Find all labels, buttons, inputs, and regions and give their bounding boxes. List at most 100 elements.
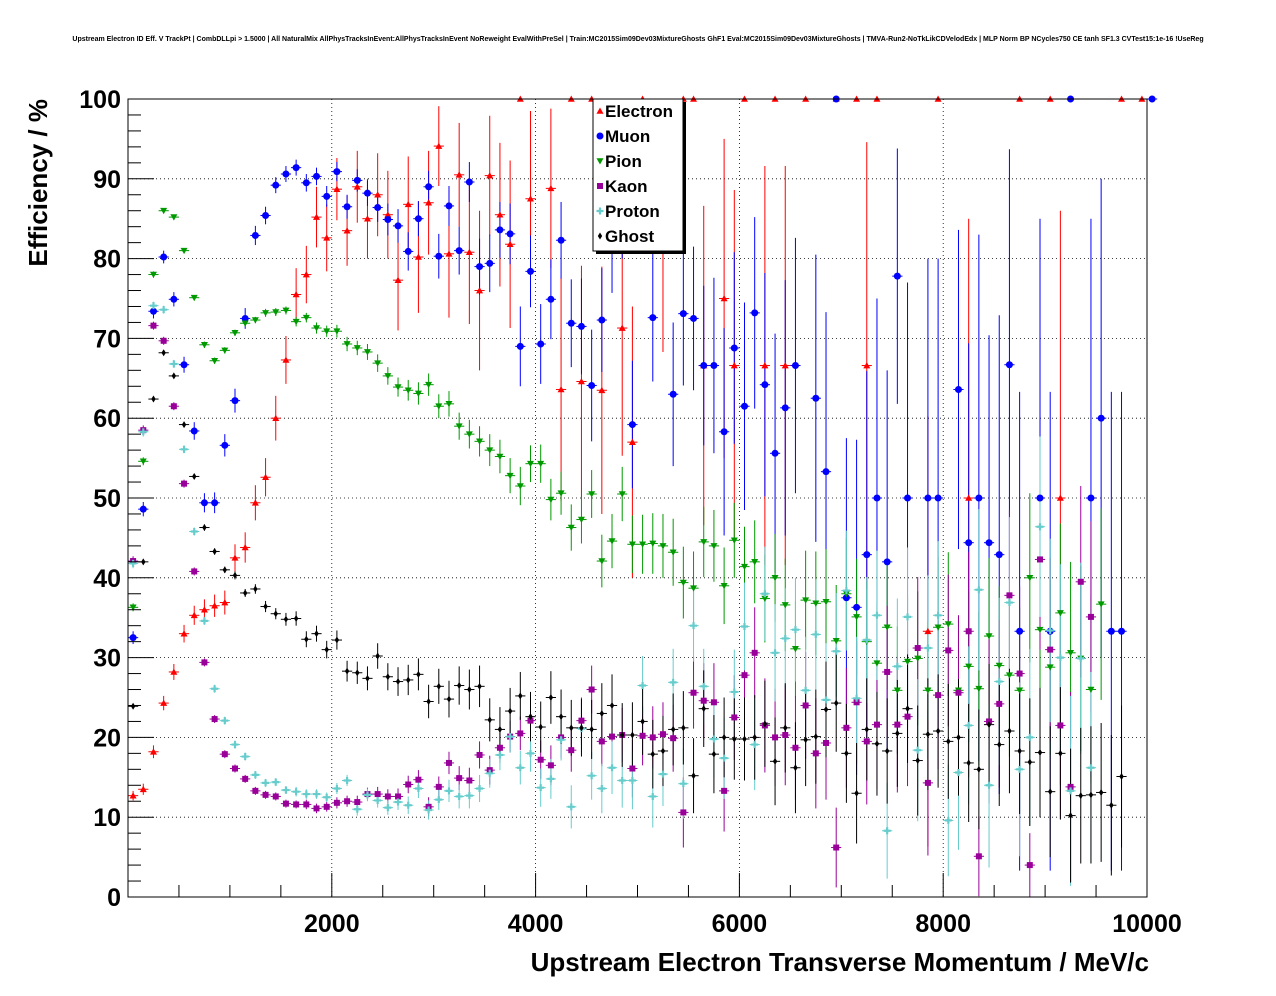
electron-point <box>262 473 270 481</box>
proton-point <box>628 776 636 784</box>
proton-point <box>547 775 555 783</box>
muon-point <box>975 494 983 502</box>
ghost-point <box>507 707 513 715</box>
electron-point <box>404 200 412 208</box>
muon-point <box>241 314 249 322</box>
proton-point <box>924 644 932 652</box>
ghost-point <box>986 721 992 729</box>
proton-point <box>425 806 433 814</box>
ghost-point <box>1037 749 1043 757</box>
kaon-point <box>853 699 860 706</box>
proton-point <box>679 780 687 788</box>
proton-point <box>690 622 698 630</box>
ghost-point <box>1027 758 1033 766</box>
muon-point <box>455 247 463 255</box>
kaon-point <box>1047 646 1054 653</box>
kaon-point <box>996 700 1003 707</box>
muon-point <box>211 499 219 507</box>
ghost-point <box>701 705 706 713</box>
electron-point <box>465 248 473 256</box>
kaon-point <box>792 744 799 751</box>
muon-point <box>414 215 422 223</box>
proton-point <box>730 688 738 696</box>
kaon-point <box>547 762 554 769</box>
ghost-point <box>548 694 554 701</box>
ghost-point <box>681 724 686 732</box>
proton-point <box>200 617 208 625</box>
kaon-point <box>466 777 473 784</box>
ghost-point <box>1047 788 1053 796</box>
pion-point <box>781 602 789 609</box>
kaon-point <box>1016 670 1023 677</box>
pion-point <box>333 328 341 335</box>
proton-point <box>965 721 973 729</box>
ghost-point <box>141 558 146 566</box>
ghost-point <box>192 472 197 480</box>
kaon-point <box>782 732 789 739</box>
ghost-point <box>997 741 1002 749</box>
pion-point <box>323 328 331 335</box>
muon-point <box>883 558 891 566</box>
muon-point <box>394 222 402 230</box>
proton-point <box>272 778 280 786</box>
ghost-point <box>956 733 961 741</box>
pion-point <box>577 516 585 524</box>
muon-point <box>588 381 596 389</box>
kaon-point <box>1037 556 1044 563</box>
proton-point <box>476 784 484 792</box>
kaon-point <box>649 734 656 741</box>
pion-point <box>1087 686 1095 694</box>
muon-point <box>965 539 973 547</box>
kaon-point <box>1077 578 1084 585</box>
pion-point <box>506 472 514 480</box>
pion-point <box>129 604 137 611</box>
kaon-point <box>1087 613 1094 620</box>
electron-point <box>211 602 219 609</box>
proton-point <box>465 792 473 800</box>
pion-point <box>812 600 820 607</box>
pion-point <box>965 663 973 670</box>
kaon-point <box>935 692 942 699</box>
kaon-point <box>955 689 962 696</box>
muon-legend-label: Muon <box>605 127 650 146</box>
muon-point <box>577 322 585 330</box>
muon-point <box>425 183 433 191</box>
proton-point <box>180 445 188 453</box>
muon-point <box>292 164 300 172</box>
proton-point <box>740 622 748 630</box>
proton-point <box>812 630 820 638</box>
pion-point <box>404 387 412 394</box>
electron-point <box>139 785 147 793</box>
proton-point <box>313 790 321 798</box>
muon-point <box>190 427 198 435</box>
y-tick-label: 40 <box>93 565 121 593</box>
kaon-point <box>904 713 911 720</box>
kaon-point <box>344 798 351 805</box>
electron-point <box>761 362 769 369</box>
proton-point <box>527 749 535 757</box>
kaon-point <box>384 793 391 800</box>
ghost-point <box>1078 792 1083 800</box>
kaon-point <box>568 747 575 754</box>
pion-legend-marker <box>596 158 604 165</box>
proton-point <box>771 649 779 657</box>
ghost-point <box>344 667 350 675</box>
y-tick-label: 0 <box>107 884 121 912</box>
x-tick-label: 2000 <box>304 910 360 938</box>
electron-point <box>251 499 259 506</box>
pion-point <box>537 460 545 468</box>
ghost-point <box>1098 788 1104 796</box>
proton-point <box>262 779 270 787</box>
pion-point <box>628 541 636 548</box>
proton-point <box>496 751 504 759</box>
kaon-point <box>333 799 340 806</box>
proton-point <box>598 784 606 792</box>
kaon-point <box>354 799 361 806</box>
electron-point <box>527 195 535 202</box>
ghost-point <box>181 421 187 429</box>
kaon-point <box>741 672 748 679</box>
ghost-point <box>518 692 523 700</box>
pion-point <box>343 341 351 348</box>
kaon-point <box>833 844 840 851</box>
pion-point <box>1056 610 1064 617</box>
